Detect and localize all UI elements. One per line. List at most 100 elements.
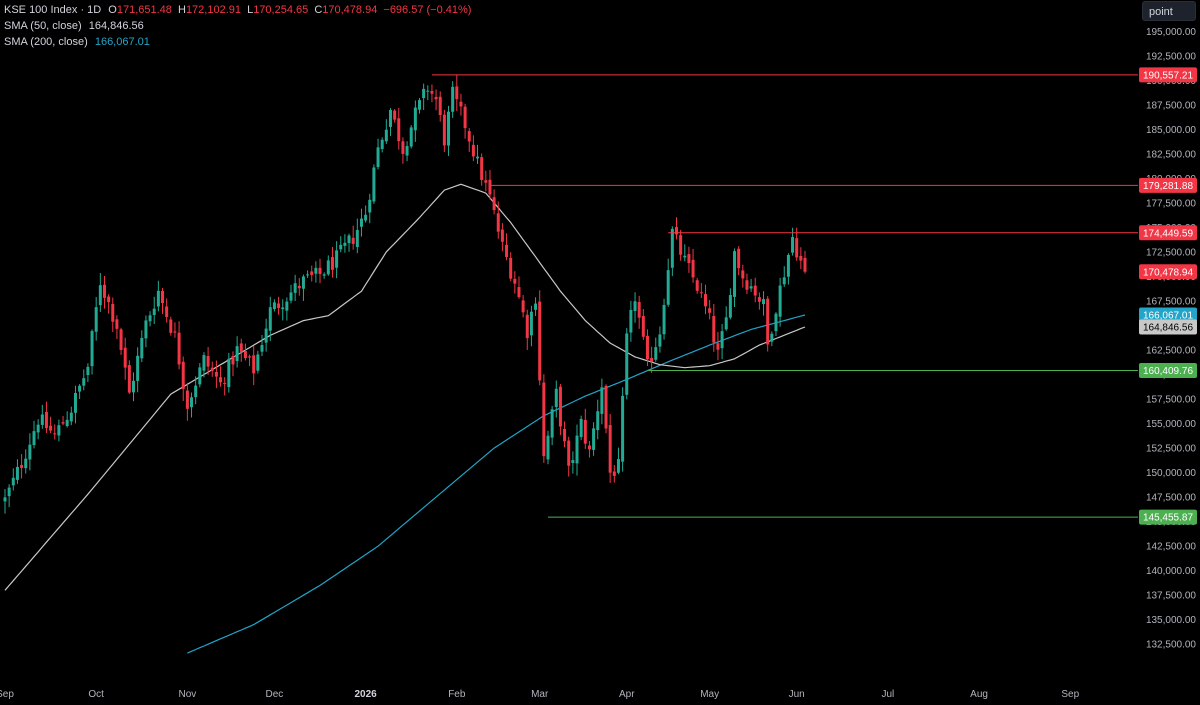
candle bbox=[422, 83, 426, 110]
candle-body bbox=[359, 218, 363, 227]
candle-body bbox=[314, 267, 318, 274]
series-price-tag-text: 166,067.01 bbox=[1143, 311, 1193, 322]
candle-body bbox=[525, 314, 529, 338]
candle-body bbox=[699, 292, 703, 294]
candle bbox=[687, 246, 691, 273]
candle bbox=[803, 250, 807, 274]
candle-body bbox=[372, 167, 376, 202]
candle-body bbox=[438, 96, 442, 115]
high-value: 172,102.91 bbox=[185, 4, 241, 16]
series-price-tag: 166,067.01 bbox=[1139, 307, 1197, 323]
candle bbox=[7, 484, 11, 508]
candle-body bbox=[596, 411, 600, 431]
candle bbox=[505, 233, 509, 261]
candle bbox=[426, 85, 430, 101]
level-price-tag-bg bbox=[1139, 225, 1197, 241]
candle-body bbox=[57, 425, 61, 436]
candle-body bbox=[165, 306, 169, 317]
y-tick-label: 147,500.00 bbox=[1146, 493, 1196, 504]
candle bbox=[260, 334, 264, 357]
close-label: C bbox=[314, 4, 323, 16]
candle-body bbox=[177, 332, 181, 365]
candle-body bbox=[90, 331, 94, 367]
candle bbox=[264, 318, 268, 352]
candle-body bbox=[277, 303, 281, 308]
y-tick-label: 172,500.00 bbox=[1146, 247, 1196, 258]
sma-50-line bbox=[4, 183, 806, 591]
candle-body bbox=[98, 285, 102, 306]
candle bbox=[368, 193, 372, 224]
candle bbox=[704, 284, 708, 315]
candle-body bbox=[529, 311, 533, 336]
candle-body bbox=[733, 251, 737, 297]
candle bbox=[521, 295, 525, 318]
level-price-tag-bg bbox=[1139, 509, 1197, 525]
candle bbox=[277, 296, 281, 315]
candle bbox=[554, 380, 558, 418]
x-tick-label: Sep bbox=[0, 689, 14, 700]
candle-body bbox=[330, 257, 334, 270]
time-axis[interactable]: Sep Oct Nov Dec 2026 Feb Mar Apr May Jun Jul Aug Sep bbox=[0, 689, 1080, 700]
candle-body bbox=[148, 315, 152, 322]
candle-body bbox=[107, 296, 111, 303]
candle bbox=[447, 105, 451, 156]
price-unit-button[interactable]: point bbox=[1142, 1, 1196, 21]
candle-body bbox=[214, 372, 218, 377]
candle-body bbox=[252, 355, 256, 374]
candle-body bbox=[567, 440, 571, 466]
candle-body bbox=[24, 458, 28, 469]
candle-body bbox=[695, 280, 699, 291]
candle-body bbox=[571, 460, 575, 463]
candle-body bbox=[426, 90, 430, 92]
candle-body bbox=[625, 333, 629, 395]
candle-body bbox=[326, 260, 330, 275]
legend-sma200-row[interactable]: SMA (200, close) 166,067.01 bbox=[4, 34, 474, 50]
low-label: L bbox=[247, 4, 254, 16]
candle bbox=[256, 350, 260, 374]
candle-body bbox=[509, 257, 513, 279]
candle-body bbox=[20, 464, 24, 468]
candle bbox=[430, 84, 434, 103]
price-axis[interactable]: 132,500.00 135,000.00 137,500.00 140,000.00… bbox=[1146, 27, 1196, 651]
candle bbox=[409, 125, 413, 149]
candle bbox=[728, 288, 732, 320]
candle bbox=[737, 246, 741, 276]
candle bbox=[326, 255, 330, 276]
candle-body bbox=[753, 285, 757, 296]
level-price-tag-text: 160,409.76 bbox=[1143, 366, 1193, 377]
candle bbox=[94, 297, 98, 341]
candle-body bbox=[658, 334, 662, 347]
candle-body bbox=[737, 248, 741, 269]
candle-body bbox=[679, 235, 683, 255]
candle-body bbox=[505, 244, 509, 258]
candle bbox=[596, 399, 600, 440]
candle-body bbox=[413, 107, 417, 131]
candle-body bbox=[69, 412, 73, 422]
candle-body bbox=[219, 377, 223, 383]
candle bbox=[592, 422, 596, 456]
candle bbox=[314, 261, 318, 283]
candle-body bbox=[583, 419, 587, 444]
candle bbox=[248, 354, 252, 367]
candle bbox=[451, 81, 455, 118]
legend-sma50-row[interactable]: SMA (50, close) 164,846.56 bbox=[4, 18, 474, 34]
candle bbox=[484, 170, 488, 192]
candle-body bbox=[762, 299, 766, 305]
candle-body bbox=[550, 409, 554, 438]
candle bbox=[608, 413, 612, 483]
candle bbox=[156, 280, 160, 312]
candle-body bbox=[36, 424, 40, 433]
candle-body bbox=[289, 292, 293, 301]
candle bbox=[712, 304, 716, 352]
candle-body bbox=[704, 294, 708, 307]
candle-body bbox=[239, 343, 243, 352]
candle bbox=[757, 292, 761, 310]
candle-body bbox=[670, 228, 674, 268]
candle-body bbox=[521, 300, 525, 313]
candle bbox=[351, 225, 355, 250]
horizontal-levels[interactable] bbox=[431, 74, 1138, 518]
candle-body bbox=[169, 319, 173, 333]
candle bbox=[169, 316, 173, 336]
y-tick-label: 192,500.00 bbox=[1146, 51, 1196, 62]
